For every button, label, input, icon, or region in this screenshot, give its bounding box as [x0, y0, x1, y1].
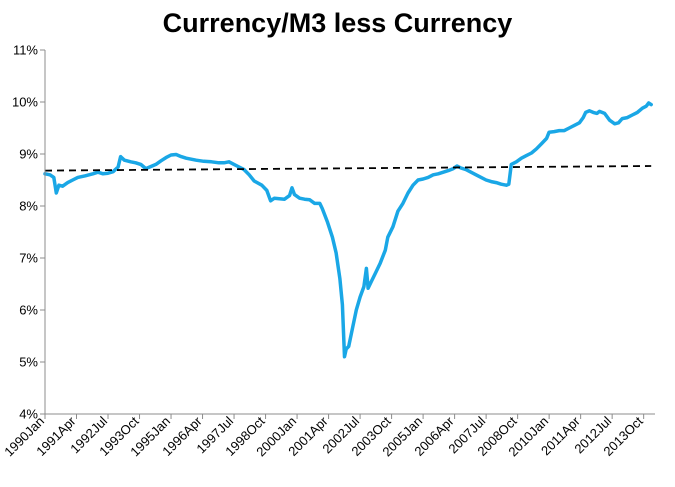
- series-line: [43, 101, 653, 359]
- y-tick-label: 7%: [19, 251, 38, 266]
- y-tick-label: 5%: [19, 355, 38, 370]
- y-tick-label: 8%: [19, 199, 38, 214]
- y-tick-label: 4%: [19, 407, 38, 422]
- chart-title: Currency/M3 less Currency: [162, 8, 513, 38]
- series-layer: [43, 101, 653, 359]
- trend-line: [44, 165, 652, 172]
- y-tick-label: 6%: [19, 303, 38, 318]
- y-tick-label: 10%: [12, 95, 38, 110]
- y-tick-label: 11%: [13, 43, 38, 58]
- axis-layer: 4%5%6%7%8%9%10%11%1990Jan1991Apr1992Jul1…: [1, 43, 655, 459]
- y-tick-label: 9%: [19, 147, 38, 162]
